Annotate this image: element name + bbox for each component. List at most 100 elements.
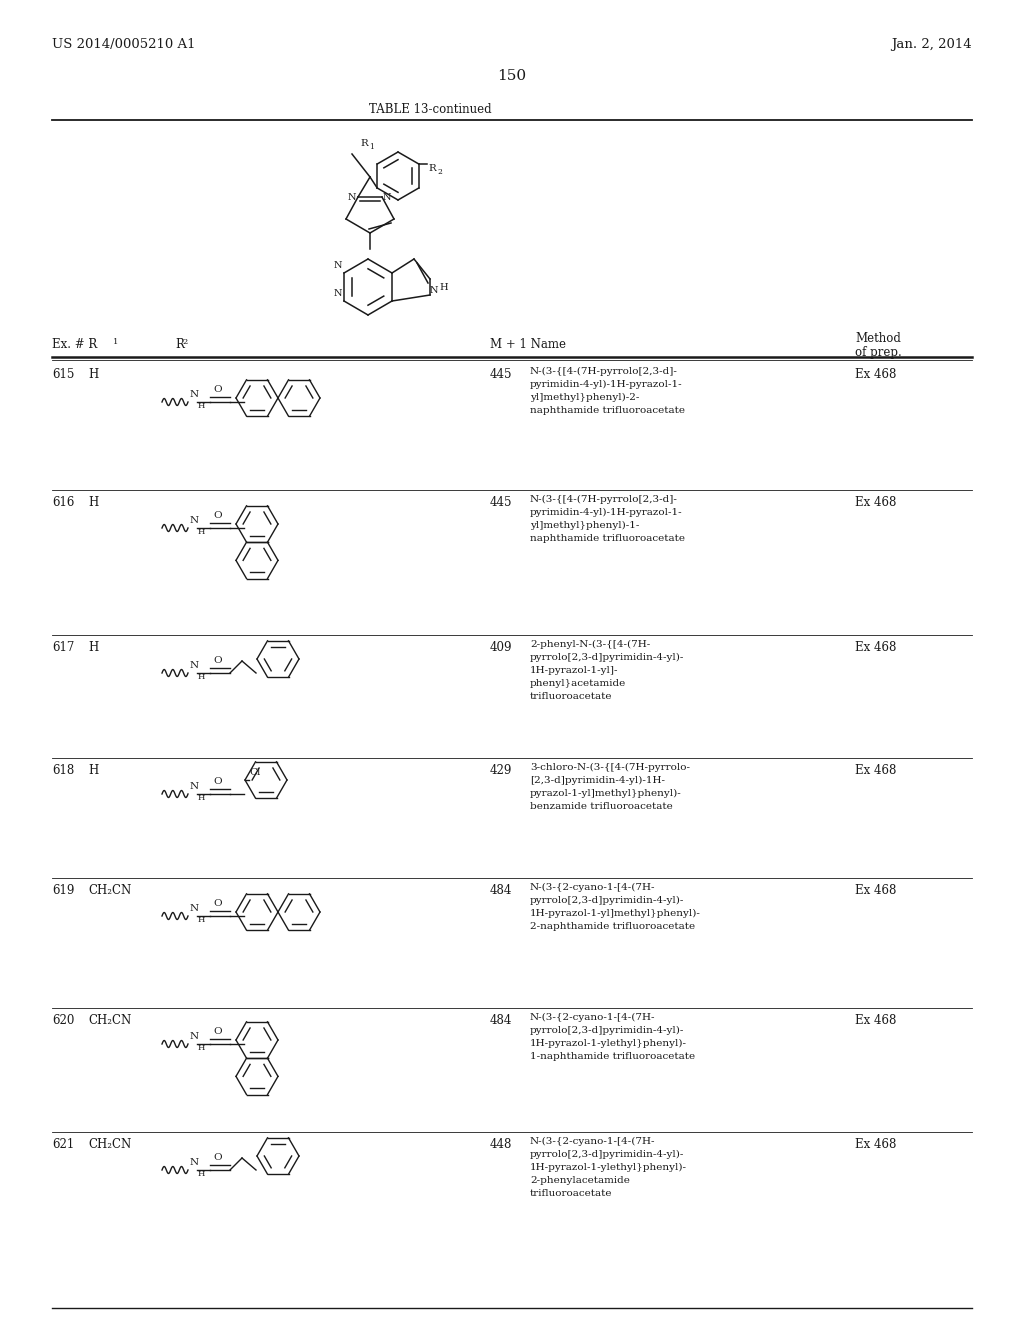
Text: N: N [430,286,438,294]
Text: CH₂CN: CH₂CN [88,884,131,898]
Text: Ex 468: Ex 468 [855,884,896,898]
Text: R: R [175,338,184,351]
Text: H: H [198,1170,206,1177]
Text: N-(3-{2-cyano-1-[4-(7H-: N-(3-{2-cyano-1-[4-(7H- [530,1012,655,1022]
Text: Ex. # R: Ex. # R [52,338,97,351]
Text: Ex 468: Ex 468 [855,1014,896,1027]
Text: N: N [190,781,199,791]
Text: pyrrolo[2,3-d]pyrimidin-4-yl)-: pyrrolo[2,3-d]pyrimidin-4-yl)- [530,1150,684,1159]
Text: H: H [198,916,206,924]
Text: 445: 445 [490,496,512,510]
Text: CH₂CN: CH₂CN [88,1014,131,1027]
Text: 1H-pyrazol-1-yl]methyl}phenyl)-: 1H-pyrazol-1-yl]methyl}phenyl)- [530,909,700,917]
Text: H: H [439,282,447,292]
Text: Ex 468: Ex 468 [855,368,896,381]
Text: phenyl}acetamide: phenyl}acetamide [530,678,627,688]
Text: 615: 615 [52,368,75,381]
Text: H: H [88,642,98,653]
Text: US 2014/0005210 A1: US 2014/0005210 A1 [52,38,196,51]
Text: naphthamide trifluoroacetate: naphthamide trifluoroacetate [530,407,685,414]
Text: N: N [190,389,199,399]
Text: O: O [214,656,222,665]
Text: 2-phenylacetamide: 2-phenylacetamide [530,1176,630,1185]
Text: N: N [383,193,391,202]
Text: Ex 468: Ex 468 [855,496,896,510]
Text: yl]methyl}phenyl)-1-: yl]methyl}phenyl)-1- [530,521,639,531]
Text: Ex 468: Ex 468 [855,764,896,777]
Text: H: H [88,368,98,381]
Text: trifluoroacetate: trifluoroacetate [530,692,612,701]
Text: O: O [214,385,222,393]
Text: O: O [214,899,222,908]
Text: O: O [214,777,222,785]
Text: 617: 617 [52,642,75,653]
Text: 1: 1 [369,143,374,150]
Text: 445: 445 [490,368,512,381]
Text: 3-chloro-N-(3-{[4-(7H-pyrrolo-: 3-chloro-N-(3-{[4-(7H-pyrrolo- [530,763,690,772]
Text: 484: 484 [490,884,512,898]
Text: N: N [190,516,199,525]
Text: Ex 468: Ex 468 [855,1138,896,1151]
Text: pyrrolo[2,3-d]pyrimidin-4-yl)-: pyrrolo[2,3-d]pyrimidin-4-yl)- [530,1026,684,1035]
Text: pyrrolo[2,3-d]pyrimidin-4-yl)-: pyrrolo[2,3-d]pyrimidin-4-yl)- [530,653,684,663]
Text: H: H [88,496,98,510]
Text: pyrrolo[2,3-d]pyrimidin-4-yl)-: pyrrolo[2,3-d]pyrimidin-4-yl)- [530,896,684,906]
Text: 409: 409 [490,642,512,653]
Text: 616: 616 [52,496,75,510]
Text: H: H [198,795,206,803]
Text: 1: 1 [113,338,119,346]
Text: 448: 448 [490,1138,512,1151]
Text: H: H [88,764,98,777]
Text: 429: 429 [490,764,512,777]
Text: of prep.: of prep. [855,346,902,359]
Text: M + 1 Name: M + 1 Name [490,338,566,351]
Text: 1H-pyrazol-1-ylethyl}phenyl)-: 1H-pyrazol-1-ylethyl}phenyl)- [530,1163,687,1172]
Text: 620: 620 [52,1014,75,1027]
Text: R: R [360,139,368,148]
Text: Method: Method [855,333,901,345]
Text: 2-naphthamide trifluoroacetate: 2-naphthamide trifluoroacetate [530,921,695,931]
Text: CH₂CN: CH₂CN [88,1138,131,1151]
Text: O: O [214,511,222,520]
Text: H: H [198,673,206,681]
Text: H: H [198,403,206,411]
Text: O: O [214,1027,222,1036]
Text: 1H-pyrazol-1-ylethyl}phenyl)-: 1H-pyrazol-1-ylethyl}phenyl)- [530,1039,687,1048]
Text: yl]methyl}phenyl)-2-: yl]methyl}phenyl)-2- [530,393,639,403]
Text: N: N [190,904,199,913]
Text: 2-phenyl-N-(3-{[4-(7H-: 2-phenyl-N-(3-{[4-(7H- [530,640,650,649]
Text: pyrimidin-4-yl)-1H-pyrazol-1-: pyrimidin-4-yl)-1H-pyrazol-1- [530,380,683,389]
Text: N: N [190,1158,199,1167]
Text: N: N [334,261,342,271]
Text: Jan. 2, 2014: Jan. 2, 2014 [891,38,972,51]
Text: N: N [348,193,356,202]
Text: 618: 618 [52,764,75,777]
Text: O: O [214,1152,222,1162]
Text: H: H [198,1044,206,1052]
Text: naphthamide trifluoroacetate: naphthamide trifluoroacetate [530,535,685,543]
Text: N-(3-{2-cyano-1-[4-(7H-: N-(3-{2-cyano-1-[4-(7H- [530,1137,655,1146]
Text: N: N [190,1032,199,1041]
Text: R: R [428,164,436,173]
Text: 1-naphthamide trifluoroacetate: 1-naphthamide trifluoroacetate [530,1052,695,1061]
Text: N: N [334,289,342,298]
Text: 1H-pyrazol-1-yl]-: 1H-pyrazol-1-yl]- [530,667,618,675]
Text: N: N [190,661,199,671]
Text: N-(3-{[4-(7H-pyrrolo[2,3-d]-: N-(3-{[4-(7H-pyrrolo[2,3-d]- [530,367,678,376]
Text: 2: 2 [437,168,442,176]
Text: Ex 468: Ex 468 [855,642,896,653]
Text: Cl: Cl [249,768,260,777]
Text: benzamide trifluoroacetate: benzamide trifluoroacetate [530,803,673,810]
Text: H: H [198,528,206,536]
Text: N-(3-{2-cyano-1-[4-(7H-: N-(3-{2-cyano-1-[4-(7H- [530,883,655,892]
Text: pyrimidin-4-yl)-1H-pyrazol-1-: pyrimidin-4-yl)-1H-pyrazol-1- [530,508,683,517]
Text: TABLE 13-continued: TABLE 13-continued [369,103,492,116]
Text: [2,3-d]pyrimidin-4-yl)-1H-: [2,3-d]pyrimidin-4-yl)-1H- [530,776,665,785]
Text: 621: 621 [52,1138,75,1151]
Text: 2: 2 [182,338,187,346]
Text: pyrazol-1-yl]methyl}phenyl)-: pyrazol-1-yl]methyl}phenyl)- [530,789,682,799]
Text: trifluoroacetate: trifluoroacetate [530,1189,612,1199]
Text: 484: 484 [490,1014,512,1027]
Text: 150: 150 [498,69,526,83]
Text: N-(3-{[4-(7H-pyrrolo[2,3-d]-: N-(3-{[4-(7H-pyrrolo[2,3-d]- [530,495,678,504]
